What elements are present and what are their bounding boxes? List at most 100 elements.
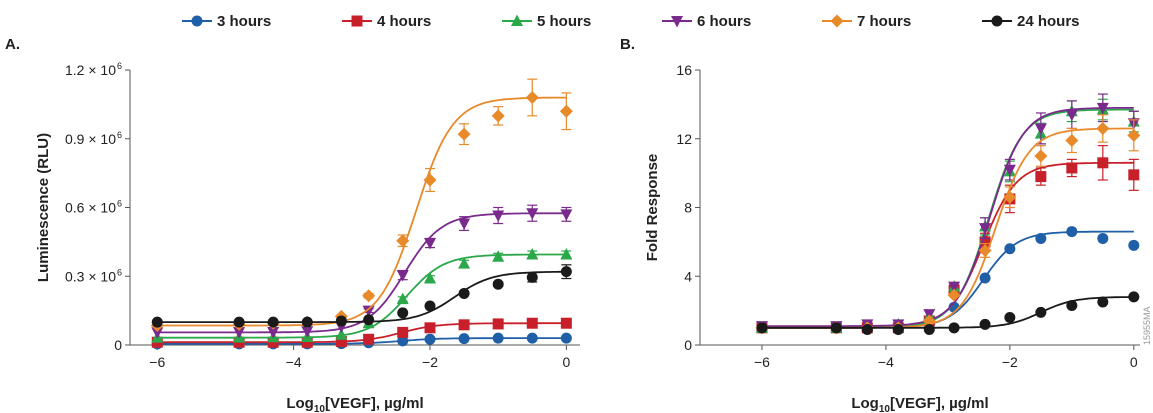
legend-item: 24 hours <box>982 13 1080 30</box>
data-point <box>1035 232 1047 244</box>
x-tick-label: −6 <box>149 354 165 370</box>
y-tick-exponent: 6 <box>117 267 122 277</box>
data-point <box>830 322 842 334</box>
panel-letter: A. <box>5 36 20 53</box>
legend-label: 24 hours <box>1017 13 1080 30</box>
x-tick-label: −4 <box>878 354 894 370</box>
y-tick-label: 1.2 × 10 <box>65 62 116 78</box>
y-tick-exponent: 6 <box>117 130 122 140</box>
data-point <box>1035 306 1047 318</box>
legend-item: 3 hours <box>182 13 271 30</box>
data-point <box>1034 149 1048 163</box>
data-point <box>560 317 572 329</box>
series-group <box>151 247 573 343</box>
data-point <box>979 272 991 284</box>
data-point <box>335 336 347 348</box>
data-point <box>362 305 375 318</box>
data-point <box>492 210 505 223</box>
y-tick-label: 4 <box>684 268 692 284</box>
legend-label: 7 hours <box>857 13 911 30</box>
data-point <box>1004 312 1016 323</box>
data-point <box>424 300 436 312</box>
data-point <box>301 326 314 338</box>
y-tick-label: 0.9 × 10 <box>65 131 116 147</box>
data-point <box>1066 226 1078 238</box>
data-point <box>979 223 992 235</box>
data-point <box>892 324 904 336</box>
series-group <box>756 145 1140 334</box>
legend-label: 4 hours <box>377 13 431 30</box>
data-point <box>1097 296 1109 308</box>
data-point <box>424 322 436 334</box>
data-point <box>151 327 164 339</box>
legend-item: 5 hours <box>502 13 591 30</box>
data-point <box>424 272 436 284</box>
y-tick-label: 0 <box>684 337 692 353</box>
data-point <box>267 316 279 328</box>
data-point <box>335 315 347 327</box>
data-point <box>458 333 470 345</box>
data-point <box>458 257 471 269</box>
data-point <box>1003 190 1017 204</box>
series-group <box>755 98 1140 333</box>
y-tick-exponent: 6 <box>117 61 122 71</box>
data-point <box>335 328 348 340</box>
data-point <box>301 336 313 348</box>
data-point <box>978 243 992 257</box>
y-tick-label: 8 <box>684 200 692 216</box>
data-point <box>397 307 409 319</box>
data-point <box>979 236 991 248</box>
y-tick-exponent: 6 <box>117 199 122 209</box>
series-group <box>150 78 573 333</box>
data-point <box>301 316 313 328</box>
data-point <box>1097 157 1109 169</box>
x-tick-label: −4 <box>286 354 302 370</box>
data-point <box>1003 164 1016 177</box>
data-point <box>424 238 436 250</box>
data-point <box>396 292 409 305</box>
legend-marker <box>830 14 844 28</box>
data-point <box>560 247 573 260</box>
data-point <box>756 322 768 334</box>
legend-marker <box>671 16 683 28</box>
data-point <box>458 218 471 231</box>
y-axis-label: Fold Response <box>644 154 661 262</box>
data-point <box>492 318 504 330</box>
data-point <box>560 266 572 278</box>
data-point <box>1066 162 1078 174</box>
data-point <box>560 209 573 221</box>
data-point <box>526 247 539 260</box>
data-point <box>151 316 163 328</box>
x-tick-label: 0 <box>562 354 570 370</box>
data-point <box>1065 109 1078 122</box>
x-tick-label: 0 <box>1130 354 1138 370</box>
data-point <box>363 333 375 345</box>
data-point <box>457 127 471 141</box>
y-tick-label: 0.6 × 10 <box>65 200 116 216</box>
data-point <box>458 287 470 299</box>
legend-label: 3 hours <box>217 13 271 30</box>
data-point <box>458 319 470 331</box>
panel-letter: B. <box>620 36 635 53</box>
panel-b-chart: B. 0 4 8 12 16 −6 −4 −2 0 Log10[VEGF], µg/ml Fold R… <box>620 36 1141 413</box>
series-group <box>755 114 1141 335</box>
data-point <box>492 332 504 344</box>
data-point <box>559 104 573 118</box>
data-point <box>861 324 873 336</box>
legend-marker <box>351 15 363 27</box>
data-point <box>396 270 409 282</box>
data-point <box>424 333 436 345</box>
data-point <box>526 317 538 329</box>
data-point <box>526 208 539 220</box>
data-point <box>1128 169 1140 181</box>
data-point <box>233 316 245 328</box>
legend-item: 4 hours <box>342 13 431 30</box>
legend-label: 6 hours <box>697 13 751 30</box>
data-point <box>396 234 410 248</box>
data-point <box>560 332 572 344</box>
series-fit-line <box>762 230 1134 329</box>
series-fit-line <box>762 296 1134 329</box>
data-point <box>423 173 437 187</box>
x-tick-label: −2 <box>1002 354 1018 370</box>
